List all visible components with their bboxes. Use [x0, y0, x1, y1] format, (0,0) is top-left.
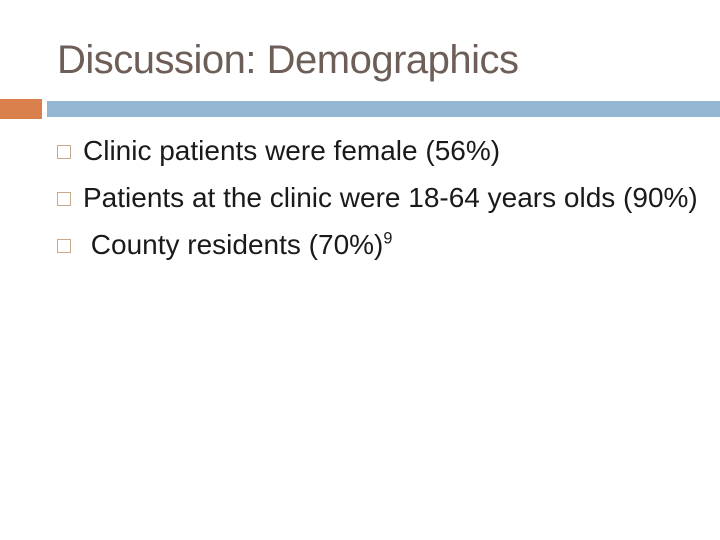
accent-bar-blue — [47, 101, 720, 117]
bullet-item: Clinic patients were female (56%) — [57, 127, 710, 174]
slide-title: Discussion: Demographics — [57, 38, 519, 82]
bullet-text: Clinic patients were female (56%) — [83, 134, 501, 166]
bullet-item: County residents (70%)9 — [57, 221, 710, 268]
footnote-superscript: 9 — [383, 229, 393, 248]
accent-bar-orange-block — [0, 99, 42, 119]
bullet-square-icon — [57, 144, 71, 159]
bullet-item: Patients at the clinic were 18-64 years … — [57, 174, 710, 221]
bullet-text: County residents (70%)9 — [83, 228, 393, 260]
bullet-text: Patients at the clinic were 18-64 years … — [83, 181, 698, 213]
bullet-square-icon — [57, 238, 71, 253]
bullet-list: Clinic patients were female (56%) Patien… — [57, 127, 710, 268]
bullet-square-icon — [57, 191, 71, 206]
